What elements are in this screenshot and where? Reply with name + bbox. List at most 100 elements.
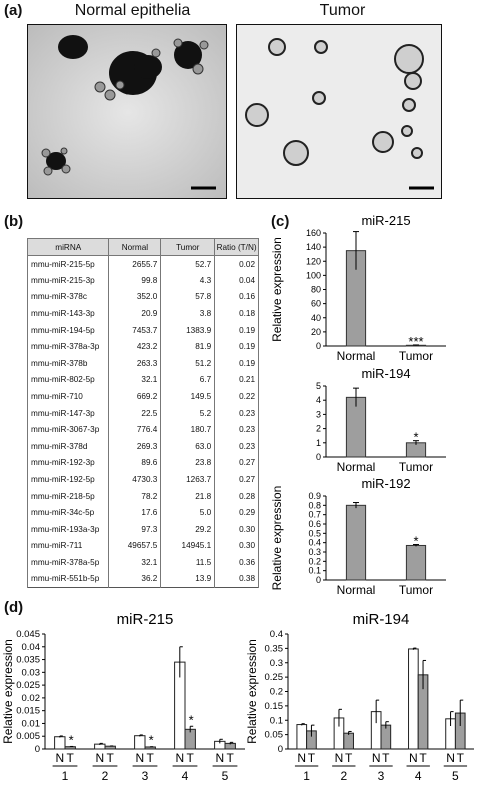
y-tick-label: 5 xyxy=(316,381,321,391)
y-tick-label: 0.045 xyxy=(16,629,40,640)
x-tick-label: Normal xyxy=(337,460,376,474)
table-row: mmu-miR-711 49657.5 14945.1 0.30 xyxy=(26,537,259,555)
sub-label: N xyxy=(95,751,104,765)
y-axis-label: Relative expression xyxy=(271,237,284,342)
sub-label: T xyxy=(187,751,195,765)
tumor-cell: 51.2 xyxy=(160,355,216,372)
y-tick-label: 0.2 xyxy=(308,556,321,566)
y-tick-label: 0.9 xyxy=(308,491,321,501)
chart-title: miR-215 xyxy=(117,612,174,628)
normal-cell: 7453.7 xyxy=(108,321,162,339)
x-tick-label: 1 xyxy=(62,769,69,783)
bar-normal xyxy=(54,736,66,750)
sub-label: T xyxy=(227,751,235,765)
y-tick-label: 0 xyxy=(316,452,321,462)
table-row: mmu-miR-378d 269.3 63.0 0.23 xyxy=(26,438,259,455)
ratio-cell: 0.19 xyxy=(214,355,259,372)
chart-d-mir215: miR-215 Relative expression 0 0.005 0.010.01… xyxy=(1,612,245,783)
normal-epithelia-title: Normal epithelia xyxy=(74,2,191,19)
y-tick-label: 0.15 xyxy=(265,701,284,712)
x-tick-label: 1 xyxy=(303,769,310,783)
table-row: mmu-miR-3067-3p 776.4 180.7 0.23 xyxy=(26,421,259,439)
tumor-title: Tumor xyxy=(319,2,366,19)
y-tick-label: 0.3 xyxy=(308,547,321,557)
normal-cell: 32.1 xyxy=(108,371,162,389)
y-tick-label: 4 xyxy=(316,395,321,405)
x-tick-label: Tumor xyxy=(399,583,433,597)
y-tick-label: 0.01 xyxy=(22,718,41,729)
table-row: mmu-miR-378b 263.3 51.2 0.19 xyxy=(26,355,259,372)
panel-label-a: (a) xyxy=(4,2,23,19)
table-row: mmu-miR-378a-5p 32.1 11.5 0.36 xyxy=(26,554,259,571)
y-tick-label: 0 xyxy=(316,575,321,585)
y-tick-label: 0.4 xyxy=(270,629,283,640)
significance-mark: * xyxy=(149,733,154,748)
tumor-cell: 52.7 xyxy=(160,255,216,273)
y-tick-label: 1 xyxy=(316,438,321,448)
chart-title: miR-194 xyxy=(353,612,410,628)
chart-c-mir215: miR-215 Relative expression 0 20 40 60 80 100 12… xyxy=(271,215,446,363)
normal-cell: 2655.7 xyxy=(108,255,162,273)
sub-label: T xyxy=(67,751,75,765)
x-tick-label: Tumor xyxy=(399,349,433,363)
tumor-organoid-drawing xyxy=(237,25,441,198)
x-tick-label: 5 xyxy=(222,769,229,783)
y-tick-label: 0.4 xyxy=(308,538,321,548)
x-tick-label: 3 xyxy=(378,769,385,783)
significance-mark: * xyxy=(69,732,74,747)
y-tick-label: 40 xyxy=(311,313,321,323)
tumor-cell: 63.0 xyxy=(160,438,216,455)
x-tick-label: 2 xyxy=(340,769,347,783)
sub-label: T xyxy=(308,751,316,765)
mirna-cell: mmu-miR-147-3p xyxy=(26,404,110,422)
tumor-cell: 13.9 xyxy=(160,570,216,588)
sub-label: T xyxy=(382,751,390,765)
panel-label-b: (b) xyxy=(4,213,24,230)
normal-cell: 99.8 xyxy=(108,272,162,289)
mirna-cell: mmu-miR-218-5p xyxy=(26,487,110,505)
y-tick-label: 0.25 xyxy=(265,672,284,683)
mirna-cell: mmu-miR-192-5p xyxy=(26,471,110,488)
sub-label: N xyxy=(372,751,381,765)
tumor-micrograph xyxy=(236,24,442,199)
chart-title: miR-215 xyxy=(361,215,410,228)
y-axis-label: Relative expression xyxy=(246,639,259,744)
y-tick-label: 140 xyxy=(306,242,321,252)
sub-label: T xyxy=(345,751,353,765)
y-tick-label: 2 xyxy=(316,424,321,434)
table-row: mmu-miR-802-5p 32.1 6.7 0.21 xyxy=(26,371,259,389)
y-tick-label: 160 xyxy=(306,228,321,238)
normal-epithelia-micrograph xyxy=(27,24,227,199)
table-row: mmu-miR-551b-5p 36.2 13.9 0.38 xyxy=(26,570,259,588)
significance-mark: *** xyxy=(408,334,423,349)
ratio-cell: 0.28 xyxy=(214,487,259,505)
y-axis-label: Relative expression xyxy=(271,486,284,591)
y-tick-label: 100 xyxy=(306,270,321,280)
y-tick-label: 0.6 xyxy=(308,519,321,529)
sub-label: N xyxy=(335,751,344,765)
table-row: mmu-miR-192-5p 4730.3 1263.7 0.27 xyxy=(26,471,259,488)
normal-cell: 352.0 xyxy=(108,288,162,306)
sub-label: N xyxy=(55,751,64,765)
y-tick-label: 0.1 xyxy=(308,566,321,576)
ratio-cell: 0.18 xyxy=(214,305,259,322)
table-row: mmu-miR-378a-3p 423.2 81.9 0.19 xyxy=(26,338,259,356)
ratio-cell: 0.29 xyxy=(214,504,259,521)
normal-cell: 78.2 xyxy=(108,487,162,505)
sub-label: N xyxy=(446,751,455,765)
mirna-cell: mmu-miR-710 xyxy=(26,388,110,405)
tumor-cell: 180.7 xyxy=(160,421,216,439)
mirna-cell: mmu-miR-192-3p xyxy=(26,454,110,472)
y-tick-label: 0.05 xyxy=(265,730,284,741)
sub-label: N xyxy=(175,751,184,765)
tumor-cell: 23.8 xyxy=(160,454,216,472)
sub-label: N xyxy=(409,751,418,765)
table-row: mmu-miR-215-3p 99.8 4.3 0.04 xyxy=(26,272,259,289)
mirna-cell: mmu-miR-378a-3p xyxy=(26,338,110,356)
bar-normal xyxy=(408,648,419,750)
table-row: mmu-miR-378c 352.0 57.8 0.16 xyxy=(26,288,259,306)
y-tick-label: 0 xyxy=(278,744,283,755)
tumor-cell: 1383.9 xyxy=(160,321,216,339)
ratio-cell: 0.22 xyxy=(214,388,259,405)
